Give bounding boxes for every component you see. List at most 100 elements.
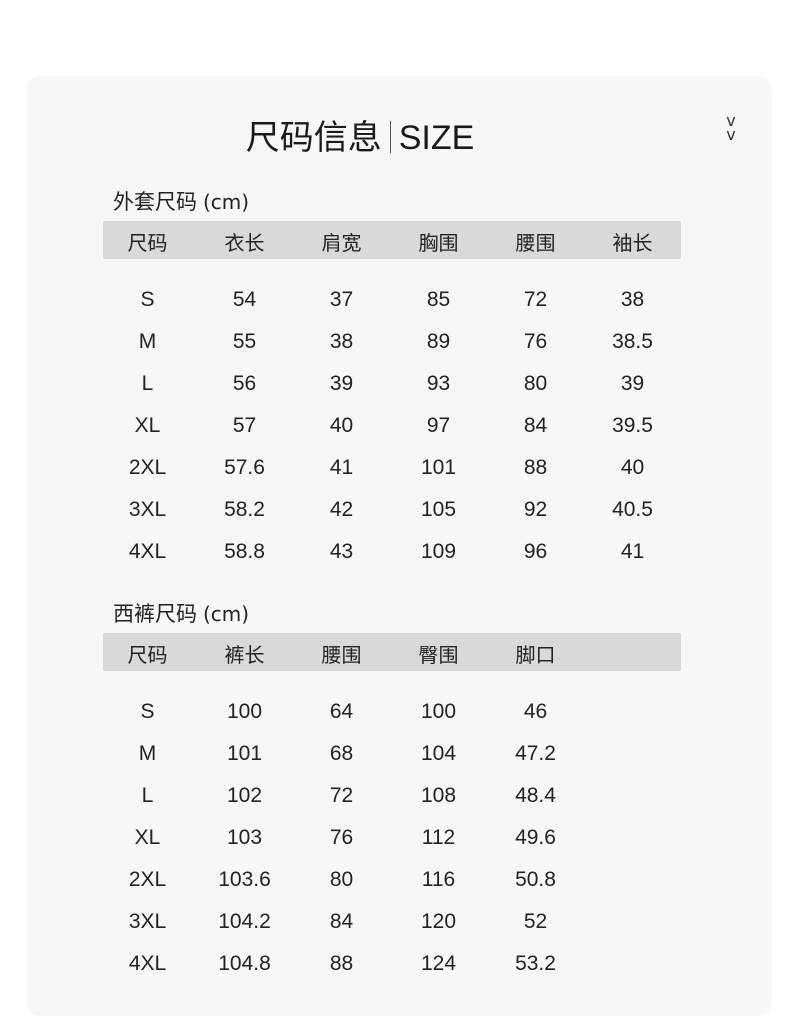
table-cell: 76 [329, 826, 354, 849]
table-cell: XL [134, 826, 161, 849]
table-cell: 104.8 [218, 952, 271, 975]
table-cell: 103.6 [218, 868, 271, 891]
table-cell: 40 [329, 414, 354, 437]
header-cell: 脚口 [515, 643, 556, 667]
table-cell: 80 [329, 868, 354, 891]
table-cell: S [140, 700, 155, 723]
header-cell: 肩宽 [321, 231, 362, 255]
table-cell: 88 [329, 952, 354, 975]
table-cell: 58.2 [224, 498, 265, 521]
table-cell: 54 [232, 288, 257, 311]
table-cell: 101 [226, 742, 263, 765]
header-cell: 腰围 [515, 231, 556, 255]
table-cell: 97 [426, 414, 451, 437]
table-cell: 68 [329, 742, 354, 765]
header-cell: 臀围 [418, 643, 459, 667]
table-cell: 50.8 [515, 868, 556, 891]
table-row: M 101 68 104 47.2 [99, 742, 584, 766]
table-cell: L [141, 372, 154, 395]
table-cell: 108 [420, 784, 457, 807]
table-row: 4XL 104.8 88 124 53.2 [99, 952, 584, 976]
table-cell: 89 [426, 330, 451, 353]
table-cell: 41 [620, 540, 645, 563]
table-cell: M [138, 330, 157, 353]
table-cell: 80 [523, 372, 548, 395]
table-cell: 96 [523, 540, 548, 563]
table-cell: 49.6 [515, 826, 556, 849]
table-cell: 104 [420, 742, 457, 765]
table-row: S 100 64 100 46 [99, 700, 584, 724]
table-cell: L [141, 784, 154, 807]
table-cell: 38 [620, 288, 645, 311]
table-row: XL 103 76 112 49.6 [99, 826, 584, 850]
table-cell: 55 [232, 330, 257, 353]
table-cell: 84 [523, 414, 548, 437]
table-cell: 2XL [128, 456, 167, 479]
table-cell: 39 [620, 372, 645, 395]
table-cell: 112 [421, 826, 456, 849]
table-cell: 37 [329, 288, 354, 311]
table-cell: 101 [420, 456, 457, 479]
table-cell: 100 [420, 700, 457, 723]
table-cell: 109 [420, 540, 457, 563]
table-row: L 102 72 108 48.4 [99, 784, 584, 808]
table-row: 3XL 58.2 42 105 92 40.5 [99, 498, 681, 522]
table-cell: 64 [329, 700, 354, 723]
table-cell: 38 [329, 330, 354, 353]
table-row: 2XL 103.6 80 116 50.8 [99, 868, 584, 892]
table-row: 3XL 104.2 84 120 52 [99, 910, 584, 934]
table-cell: 120 [420, 910, 457, 933]
table-cell: 124 [420, 952, 457, 975]
table-row: M 55 38 89 76 38.5 [99, 330, 681, 354]
title-en: SIZE [398, 119, 475, 157]
jacket-unit: (cm) [203, 190, 250, 214]
table-cell: 116 [421, 868, 456, 891]
table-cell: 2XL [128, 868, 167, 891]
table-cell: M [138, 742, 157, 765]
trousers-section-title: 西裤尺码 (cm) [113, 598, 249, 628]
table-cell: 104.2 [218, 910, 271, 933]
table-cell: 76 [523, 330, 548, 353]
title-divider [389, 121, 391, 153]
table-cell: 92 [523, 498, 548, 521]
table-cell: 57 [232, 414, 257, 437]
table-cell: 48.4 [515, 784, 556, 807]
table-row: L 56 39 93 80 39 [99, 372, 681, 396]
header-cell: 袖长 [612, 231, 653, 255]
table-cell: 38.5 [612, 330, 653, 353]
table-row: 4XL 58.8 43 109 96 41 [99, 540, 681, 564]
table-cell: 39 [329, 372, 354, 395]
table-cell: 42 [329, 498, 354, 521]
table-cell: 102 [226, 784, 263, 807]
table-cell: 43 [329, 540, 354, 563]
table-cell: 3XL [128, 910, 167, 933]
header-cell: 尺码 [127, 231, 168, 255]
table-cell: 100 [226, 700, 263, 723]
table-row: 2XL 57.6 41 101 88 40 [99, 456, 681, 480]
table-cell: 56 [232, 372, 257, 395]
table-cell: 88 [523, 456, 548, 479]
table-row: XL 57 40 97 84 39.5 [99, 414, 681, 438]
table-cell: 41 [329, 456, 354, 479]
table-cell: S [140, 288, 155, 311]
header-cell: 尺码 [127, 643, 168, 667]
table-cell: 57.6 [224, 456, 265, 479]
table-cell: 72 [329, 784, 354, 807]
table-cell: 105 [420, 498, 457, 521]
table-cell: 39.5 [612, 414, 653, 437]
table-cell: XL [134, 414, 161, 437]
table-cell: 53.2 [515, 952, 556, 975]
table-cell: 40 [620, 456, 645, 479]
table-row: S 54 37 85 72 38 [99, 288, 681, 312]
table-cell: 58.8 [224, 540, 265, 563]
table-cell: 46 [523, 700, 548, 723]
header-cell: 衣长 [224, 231, 265, 255]
table-cell: 84 [329, 910, 354, 933]
trousers-table-header: 尺码 裤长 腰围 臀围 脚口 [103, 633, 681, 671]
header-cell: 胸围 [418, 231, 459, 255]
table-cell: 47.2 [515, 742, 556, 765]
header-cell: 裤长 [224, 643, 265, 667]
jacket-label: 外套尺码 [113, 190, 197, 214]
title-cn: 尺码信息 [245, 118, 382, 158]
